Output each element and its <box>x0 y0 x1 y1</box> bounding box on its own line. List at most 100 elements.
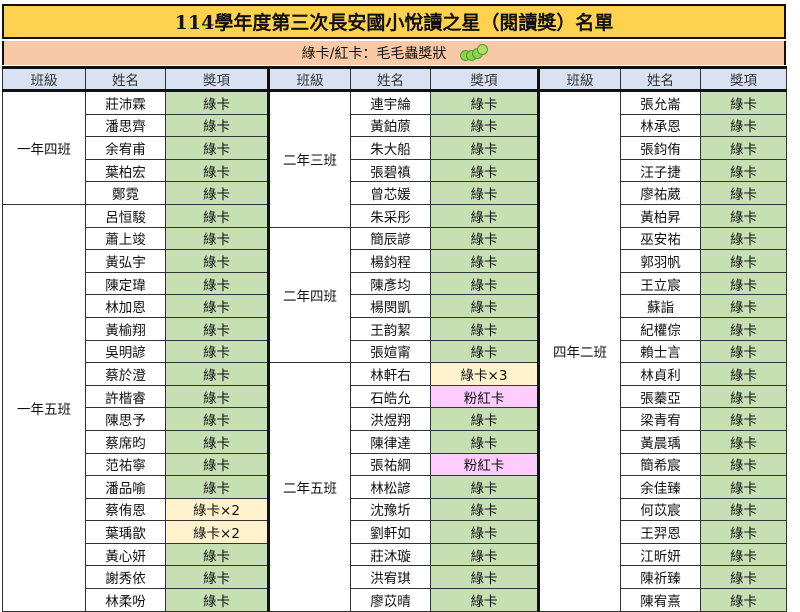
student-name: 黃榆翔 <box>85 316 166 341</box>
class-cell: 二年三班 <box>267 90 351 228</box>
table-body: 一年四班 莊沛霖 綠卡 二年三班 連宇綸 綠卡 四年二班 張允崙 綠卡 潘思齊 綠卡 黃鉑蒝 綠卡 林承恩… <box>2 90 787 612</box>
student-name: 陳祈臻 <box>620 565 701 590</box>
table-row: 葉瑀歆 綠卡×2 劉軒如 綠卡 王羿恩 綠卡 <box>3 520 787 544</box>
student-name: 張媗甯 <box>350 339 431 364</box>
table-row: 蔡於澄 綠卡 二年五班 林軒右 綠卡×3 林貞利 綠卡 <box>3 362 787 612</box>
student-name: 陳定瑋 <box>85 271 166 296</box>
award-cell: 綠卡 <box>165 429 269 454</box>
award-cell: 綠卡 <box>700 542 787 567</box>
class-cell: 四年二班 <box>537 90 621 612</box>
award-cell: 綠卡 <box>430 113 539 138</box>
award-cell: 綠卡 <box>700 475 787 499</box>
student-name: 范祐寧 <box>85 452 166 477</box>
student-name: 陳律達 <box>350 429 431 454</box>
student-name: 王韵絜 <box>350 316 431 341</box>
award-cell: 綠卡 <box>700 565 787 590</box>
header-name: 姓名 <box>85 66 166 92</box>
award-cell: 綠卡 <box>165 158 269 183</box>
table-row: 一年五班 呂恒駿 綠卡 朱采彤 綠卡 黃柏昇 綠卡 <box>2 203 787 612</box>
student-name: 劉軒如 <box>350 520 431 544</box>
student-name: 黃弘宇 <box>85 249 166 273</box>
award-cell: 綠卡 <box>430 90 539 115</box>
class-cell: 一年五班 <box>2 203 86 612</box>
student-name: 廖祐葳 <box>620 181 701 205</box>
student-name: 葉瑀歆 <box>85 520 166 544</box>
header-class: 班級 <box>267 66 351 92</box>
award-cell: 綠卡 <box>165 339 269 364</box>
header-award: 獎項 <box>165 66 269 92</box>
award-cell: 綠卡 <box>165 226 269 251</box>
student-name: 楊鈞程 <box>350 249 431 273</box>
table-row: 范祐寧 綠卡 張祐綱 粉紅卡 簡希宸 綠卡 <box>3 452 787 477</box>
student-name: 蕭上竣 <box>85 226 166 251</box>
table-row: 一年四班 莊沛霖 綠卡 二年三班 連宇綸 綠卡 四年二班 張允崙 綠卡 <box>2 90 787 612</box>
student-name: 謝秀依 <box>85 565 166 590</box>
award-cell: 綠卡 <box>700 136 787 160</box>
table-row: 林加恩 綠卡 楊閔凱 綠卡 蘇詣 綠卡 <box>3 294 787 318</box>
student-name: 江昕妍 <box>620 542 701 567</box>
student-name: 沈豫圻 <box>350 497 431 522</box>
student-name: 廖苡晴 <box>350 588 431 612</box>
class-cell: 二年四班 <box>267 226 351 364</box>
award-cell: 綠卡 <box>700 339 787 364</box>
table-row: 余宥甫 綠卡 朱大船 綠卡 張鈞侑 綠卡 <box>3 136 787 160</box>
award-cell: 綠卡 <box>430 339 539 364</box>
award-cell: 綠卡 <box>165 565 269 590</box>
award-cell: 綠卡 <box>430 249 539 273</box>
award-cell: 綠卡 <box>700 249 787 273</box>
award-cell: 綠卡 <box>430 158 539 183</box>
header-class: 班級 <box>2 66 86 92</box>
award-cell: 綠卡 <box>430 203 539 228</box>
award-cell: 綠卡 <box>700 113 787 138</box>
award-cell: 綠卡 <box>165 203 269 228</box>
student-name: 莊沐璇 <box>350 542 431 567</box>
student-name: 林承恩 <box>620 113 701 138</box>
award-cell: 綠卡 <box>700 520 787 544</box>
table-row: 鄭霓 綠卡 曾芯媛 綠卡 廖祐葳 綠卡 <box>3 181 787 205</box>
award-cell: 綠卡 <box>430 542 539 567</box>
table-row: 陳思予 綠卡 洪煜翔 綠卡 梁青宥 綠卡 <box>3 407 787 431</box>
student-name: 蘇詣 <box>620 294 701 318</box>
student-name: 潘品喻 <box>85 475 166 499</box>
student-name: 林軒右 <box>350 362 431 386</box>
award-cell: 綠卡 <box>700 588 787 612</box>
award-cell: 綠卡 <box>700 271 787 296</box>
student-name: 王立宸 <box>620 271 701 296</box>
award-cell: 綠卡 <box>700 226 787 251</box>
header-name: 姓名 <box>620 66 701 92</box>
award-cell: 綠卡 <box>165 316 269 341</box>
class-cell: 一年四班 <box>2 90 86 205</box>
subtitle-text: 綠卡/紅卡：毛毛蟲獎狀 <box>301 46 447 62</box>
award-cell: 綠卡 <box>430 271 539 296</box>
student-name: 簡辰諺 <box>350 226 431 251</box>
award-cell: 綠卡 <box>165 181 269 205</box>
student-name: 許楷睿 <box>85 384 166 409</box>
class-cell: 二年五班 <box>267 362 351 612</box>
award-cell: 綠卡×2 <box>165 520 269 544</box>
table-row: 葉柏宏 綠卡 張碧禛 綠卡 汪子捷 綠卡 <box>3 158 787 183</box>
award-cell: 綠卡 <box>700 90 787 115</box>
award-table: 班級 姓名 獎項 班級 姓名 獎項 班級 姓名 獎項 一年四班 莊沛霖 綠卡 二年三班 連宇綸 綠卡 四年二… <box>2 66 787 612</box>
student-name: 陳彥均 <box>350 271 431 296</box>
student-name: 林貞利 <box>620 362 701 386</box>
student-name: 黃柏昇 <box>620 203 701 228</box>
student-name: 林松諺 <box>350 475 431 499</box>
header-class: 班級 <box>537 66 621 92</box>
award-cell: 綠卡 <box>165 271 269 296</box>
award-cell: 綠卡 <box>165 452 269 477</box>
award-cell: 綠卡 <box>430 407 539 431</box>
table-row: 蔡席昀 綠卡 陳律達 綠卡 黃晨瑀 綠卡 <box>3 429 787 454</box>
student-name: 洪煜翔 <box>350 407 431 431</box>
student-name: 連宇綸 <box>350 90 431 115</box>
award-cell: 綠卡 <box>430 497 539 522</box>
award-cell: 綠卡 <box>165 113 269 138</box>
student-name: 楊閔凱 <box>350 294 431 318</box>
award-cell: 綠卡 <box>165 542 269 567</box>
award-cell: 綠卡 <box>700 203 787 228</box>
student-name: 巫安祐 <box>620 226 701 251</box>
student-name: 梁青宥 <box>620 407 701 431</box>
award-cell: 綠卡 <box>165 136 269 160</box>
award-cell: 綠卡×2 <box>165 497 269 522</box>
subtitle-bar: 綠卡/紅卡：毛毛蟲獎狀 <box>2 41 786 65</box>
award-cell: 綠卡 <box>430 136 539 160</box>
